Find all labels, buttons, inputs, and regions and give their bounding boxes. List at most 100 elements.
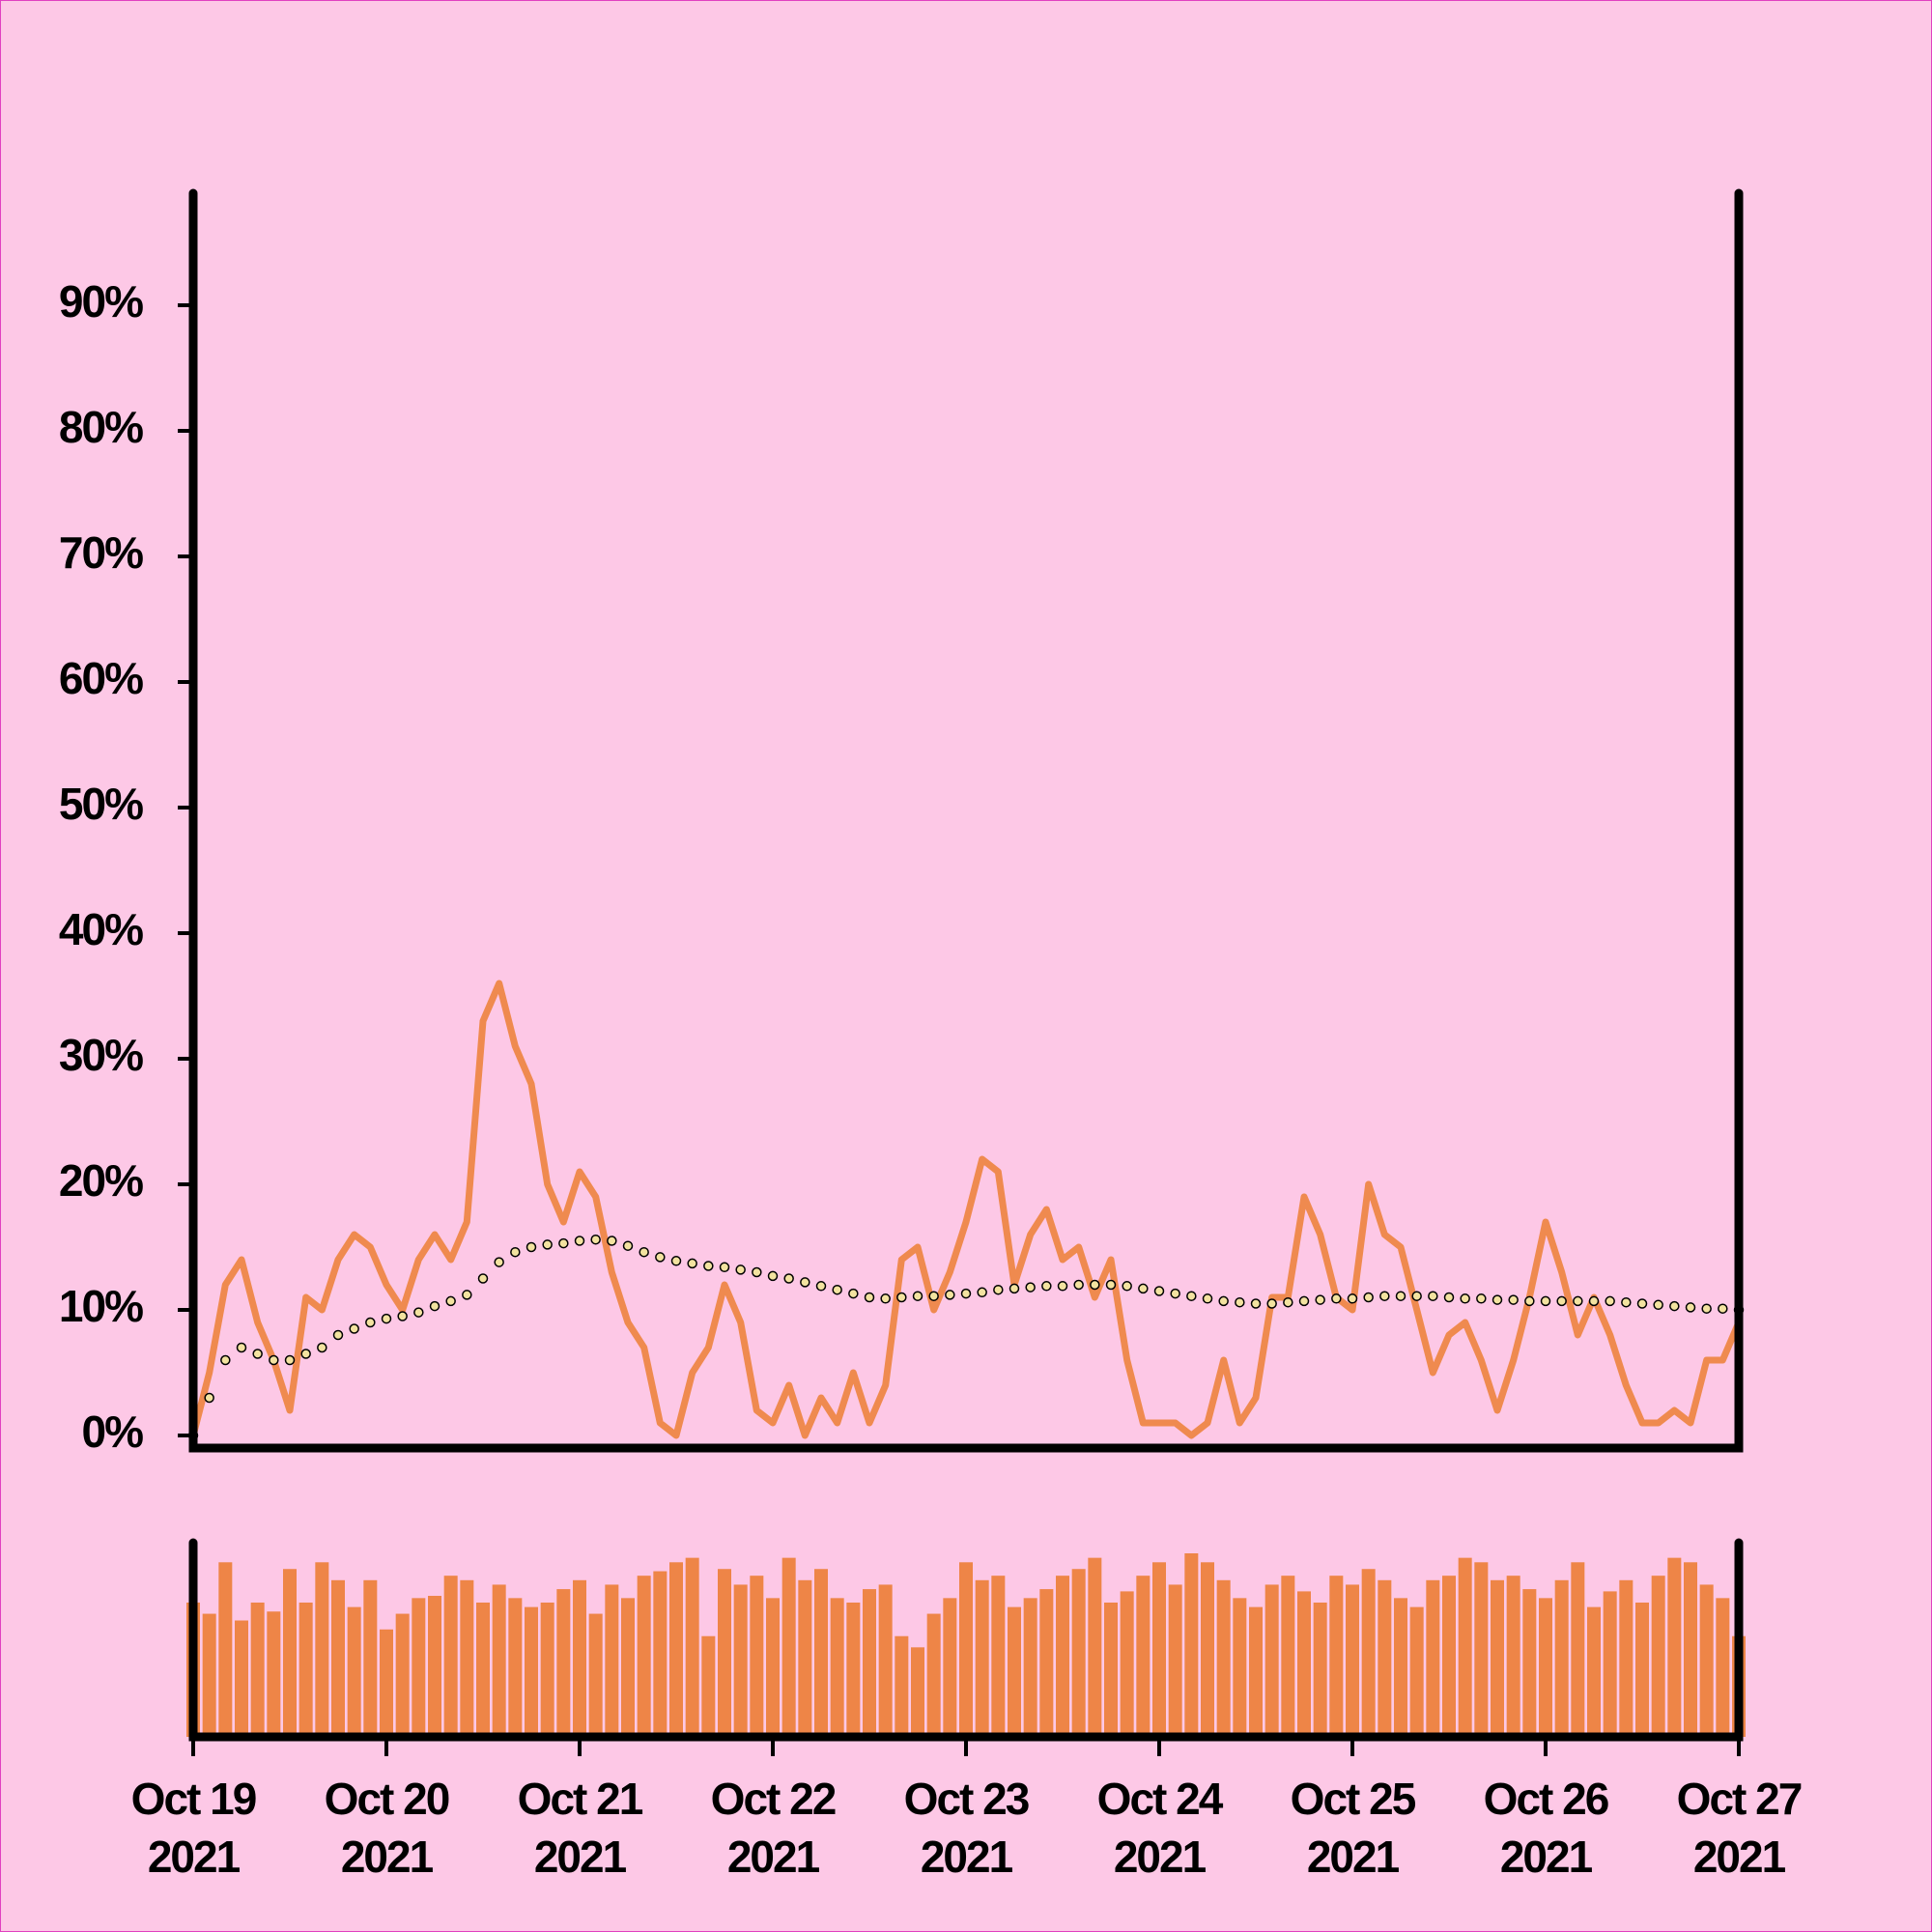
average-dot [1250,1298,1262,1309]
x-tick-label: 2021 [921,1832,1013,1882]
average-dot [607,1236,617,1246]
y-tick-label: 50% [59,779,143,829]
average-dot [783,1273,794,1284]
volume-bar [1651,1576,1665,1737]
average-dot [365,1317,376,1328]
volume-bar [460,1579,474,1737]
average-dot [1588,1295,1600,1307]
average-dot [300,1349,311,1359]
average-dot [912,1291,923,1301]
average-dot [1138,1283,1149,1294]
average-dot [767,1270,779,1282]
volume-bar [1168,1584,1182,1737]
average-dot [1363,1292,1374,1303]
average-dot [510,1246,521,1258]
volume-bar [1571,1562,1585,1737]
volume-bar [1554,1579,1569,1737]
volume-bar [395,1613,410,1737]
volume-bar [637,1576,651,1737]
volume-bar [380,1629,393,1737]
volume-bar [653,1571,668,1737]
average-dot [1556,1295,1567,1307]
average-dot [993,1284,1004,1295]
x-tick-label: Oct 20 [325,1774,449,1824]
volume-bar [701,1635,716,1737]
average-dot [800,1277,810,1288]
average-dot [332,1329,344,1341]
volume-bar [588,1613,603,1737]
average-dot [1298,1295,1310,1307]
volume-bar [525,1606,538,1737]
volume-bar [1635,1602,1649,1737]
average-dot [397,1311,408,1321]
average-dot [639,1246,649,1258]
marks [186,980,1746,1737]
average-dot [1122,1281,1132,1292]
volume-bar [1361,1569,1376,1737]
volume-bar [895,1635,909,1737]
volume-bar [1008,1606,1021,1737]
volume-bar [1136,1576,1151,1737]
average-dot [945,1290,955,1300]
volume-bar [1281,1576,1295,1737]
volume-bar [766,1598,780,1737]
average-dot [977,1287,987,1298]
average-dot [1653,1299,1663,1311]
y-tick-label: 30% [59,1030,143,1080]
average-dot [526,1241,537,1253]
average-dot [1718,1303,1728,1314]
volume-bar [1474,1562,1489,1737]
x-tick-label: Oct 27 [1677,1774,1802,1824]
average-dot [670,1256,682,1266]
average-dot [349,1323,359,1334]
average-dot [1218,1295,1229,1307]
volume-bar [846,1602,861,1737]
volume-bar [412,1598,426,1737]
volume-bar [733,1584,748,1737]
y-tick-label: 10% [59,1281,143,1331]
volume-bar [1088,1557,1102,1737]
average-dot [1153,1286,1165,1296]
average-dot [1090,1279,1100,1291]
volume-bar [991,1576,1006,1737]
average-dot [1669,1300,1680,1312]
volume-bar [1699,1584,1714,1737]
x-tick-label: Oct 24 [1097,1774,1224,1824]
average-dot [477,1273,489,1284]
volume-bar [556,1589,571,1737]
average-dot [1170,1288,1180,1299]
average-dot [1701,1303,1712,1314]
average-dot [1041,1281,1052,1292]
average-dot [1009,1283,1020,1294]
average-dot [204,1392,214,1404]
volume-bar [1120,1591,1134,1737]
average-dot [494,1257,504,1267]
average-dot [1685,1302,1696,1313]
average-dot [1443,1292,1455,1303]
volume-bar [1458,1557,1472,1737]
volume-bar [298,1602,313,1737]
average-dot [1202,1293,1213,1304]
volume-bar [443,1576,458,1737]
volume-bar [1716,1598,1730,1737]
average-dot [864,1292,875,1303]
volume-bar [1249,1606,1263,1737]
x-tick-label: 2021 [148,1832,241,1882]
volume-bar [830,1598,844,1737]
volume-bar [1667,1557,1682,1737]
average-dot [880,1293,891,1304]
volume-bar [540,1602,554,1737]
volume-bar [1346,1584,1359,1737]
average-dot [1573,1295,1583,1307]
volume-bar [1603,1591,1617,1737]
y-tick-label: 40% [59,904,143,954]
volume-bar [926,1613,941,1737]
volume-bar [878,1584,893,1737]
volume-bar [750,1576,764,1737]
average-dot [703,1261,714,1271]
average-dot [429,1300,440,1312]
volume-bar [347,1606,361,1737]
average-dot [1411,1291,1422,1301]
volume-bar [202,1613,216,1737]
